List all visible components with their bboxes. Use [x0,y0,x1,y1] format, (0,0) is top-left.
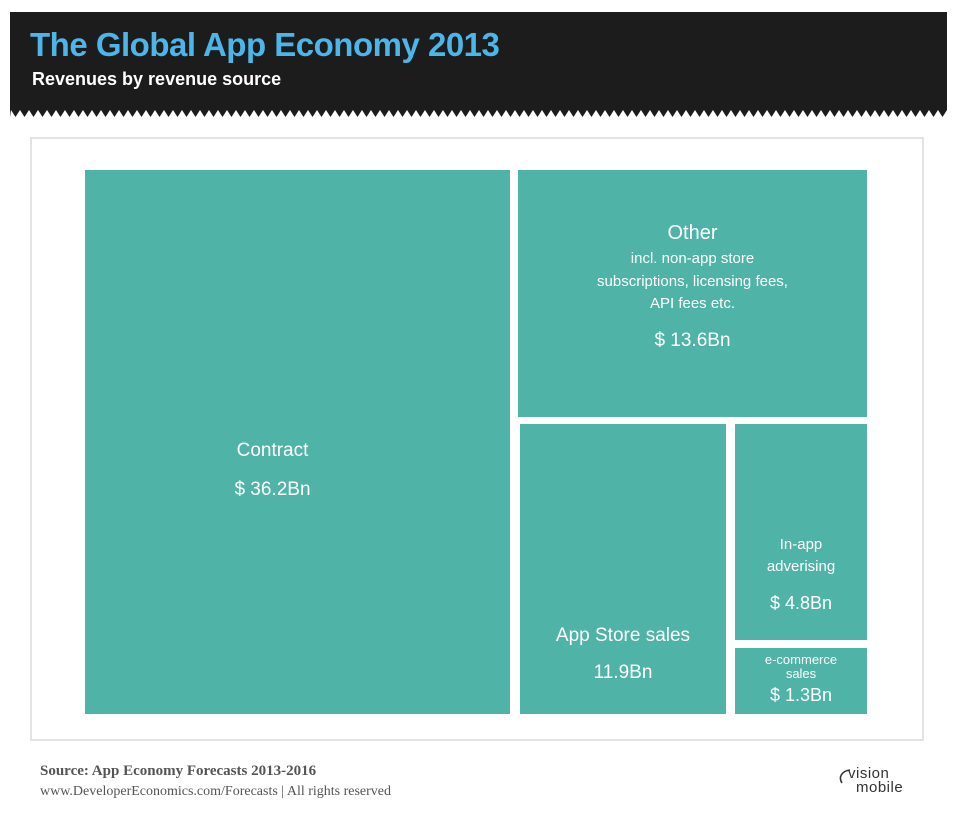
tile-contract-label: Contract [236,440,309,461]
logo-swoosh-icon [839,769,851,784]
tile-other-label: Other [667,222,718,244]
logo-text-vision: vision [848,765,890,782]
chart-title: The Global App Economy 2013 [30,26,500,63]
visionmobile-logo: vision mobile [836,763,926,799]
tile-ecommerce-sales-label: e-commerce [764,652,838,667]
tile-other-description-line: incl. non-app store [630,250,755,267]
tile-ecommerce-sales-label: sales [785,666,817,681]
chart-subtitle: Revenues by revenue source [32,69,282,89]
tile-app-store-sales: App Store sales 11.9Bn [520,424,726,714]
tile-ecommerce-sales: e-commerce sales $ 1.3Bn [735,648,867,714]
tile-in-app-advertising: In-app adverising $ 4.8Bn [735,424,867,640]
tile-contract-value: $ 36.2Bn [234,479,311,500]
footer-url: www.DeveloperEconomics.com/Forecasts | A… [40,784,392,799]
tile-in-app-advertising-value: $ 4.8Bn [769,593,833,613]
tile-other: Other incl. non-app store subscriptions,… [518,170,867,417]
footer-source: Source: App Economy Forecasts 2013-2016 [40,763,317,779]
header-background [10,12,947,117]
tile-app-store-sales-label: App Store sales [555,625,691,646]
tile-other-description-line: subscriptions, licensing fees, [597,273,788,290]
tile-app-store-sales-value: 11.9Bn [593,662,653,683]
tile-ecommerce-sales-value: $ 1.3Bn [769,685,833,705]
tile-in-app-advertising-label: adverising [766,558,836,575]
tile-other-description-line: API fees etc. [649,295,736,312]
tile-in-app-advertising-label: In-app [779,536,823,553]
tile-contract: Contract $ 36.2Bn [85,170,510,714]
header-banner: The Global App Economy 2013 Revenues by … [10,12,947,118]
tile-other-value: $ 13.6Bn [654,330,731,351]
logo-text-mobile: mobile [856,779,904,796]
